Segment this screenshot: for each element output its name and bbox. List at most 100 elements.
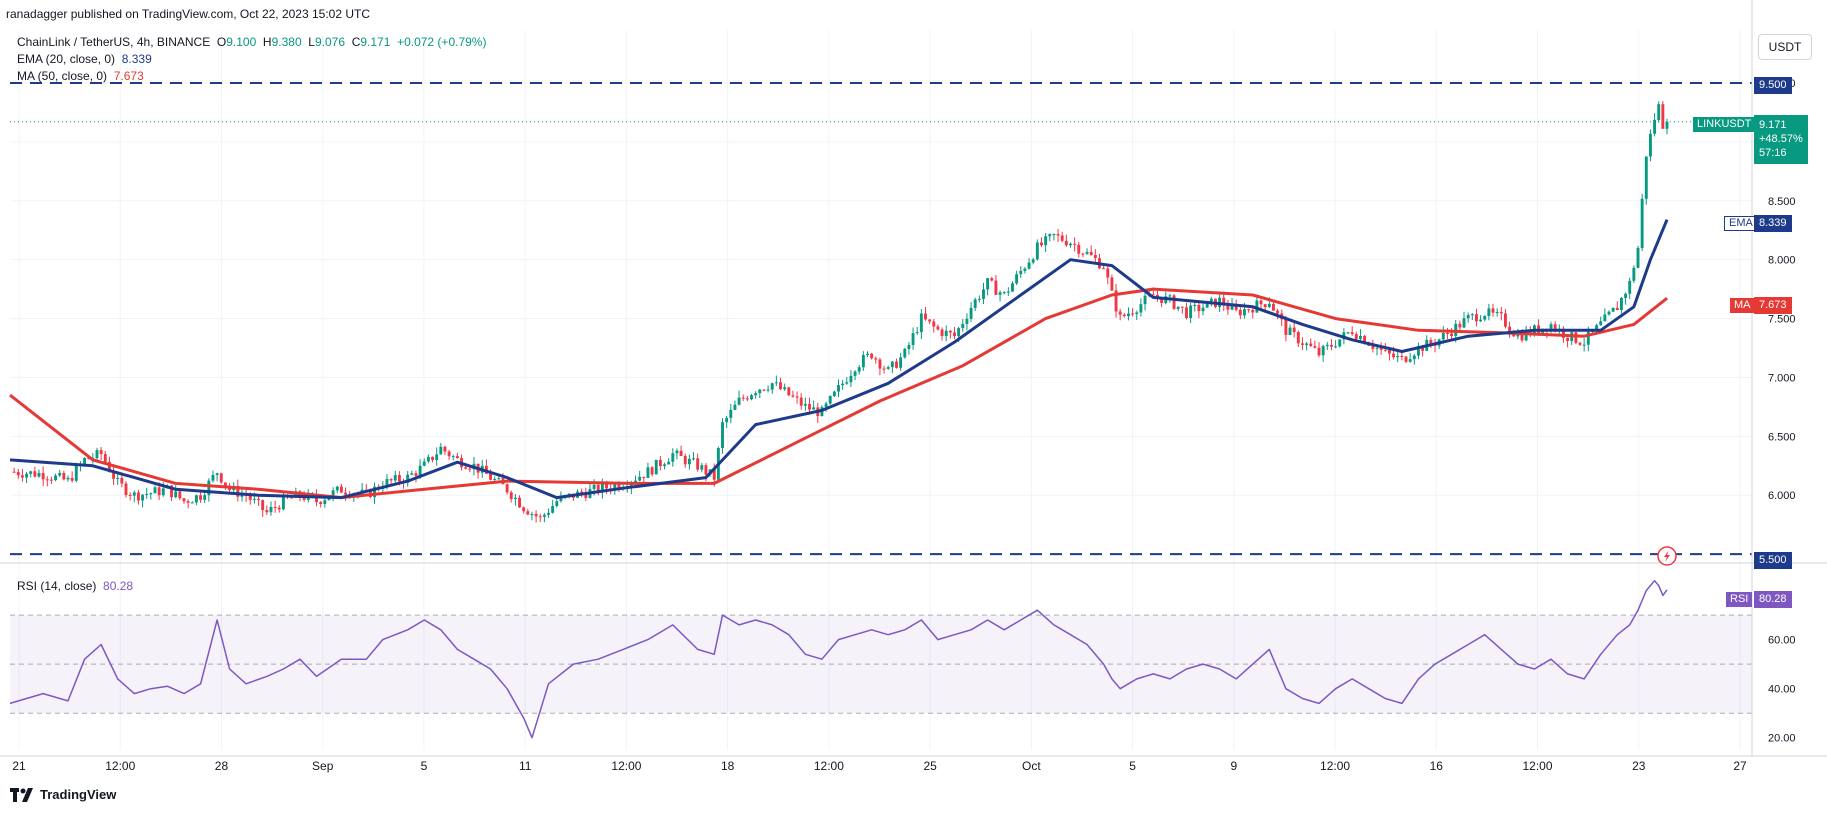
candle[interactable] [207,478,211,502]
candle[interactable] [1640,193,1644,252]
candle[interactable] [745,395,749,402]
candle[interactable] [211,470,215,483]
candle[interactable] [903,347,907,359]
candle[interactable] [41,466,45,487]
candle[interactable] [136,489,140,505]
candle[interactable] [269,501,273,516]
candle[interactable] [1619,296,1623,314]
candle[interactable] [1412,354,1416,365]
candle[interactable] [120,473,124,488]
candle[interactable] [1657,101,1661,123]
candle[interactable] [915,326,919,336]
candle[interactable] [687,454,691,470]
candle[interactable] [1487,303,1491,321]
ema-legend[interactable]: EMA (20, close, 0) 8.339 [17,52,152,66]
candle[interactable] [1503,308,1507,329]
candle[interactable] [277,505,281,513]
candle[interactable] [1085,248,1089,256]
candle[interactable] [725,415,729,428]
candle[interactable] [1470,312,1474,321]
candle[interactable] [530,511,534,521]
candle[interactable] [103,450,107,464]
candle[interactable] [451,454,455,461]
candle[interactable] [141,494,145,508]
candle[interactable] [944,325,948,342]
candle[interactable] [1189,302,1193,324]
candle[interactable] [878,357,882,376]
candle[interactable] [737,390,741,406]
candle[interactable] [215,472,219,482]
candle[interactable] [973,297,977,312]
candle[interactable] [1566,337,1570,348]
candle[interactable] [45,476,49,487]
candle[interactable] [522,506,526,514]
candle[interactable] [895,358,898,369]
candle[interactable] [1321,344,1325,362]
candle[interactable] [551,499,555,514]
candle[interactable] [95,447,99,462]
candle[interactable] [273,500,277,513]
candle[interactable] [928,319,932,324]
candle[interactable] [1301,337,1304,350]
candle[interactable] [658,455,662,471]
candle[interactable] [455,452,459,459]
candle[interactable] [634,475,637,487]
candle[interactable] [638,470,642,482]
candle[interactable] [1313,340,1317,349]
flash-icon[interactable] [1657,546,1677,566]
candle[interactable] [1653,113,1657,137]
candle[interactable] [1330,339,1333,351]
candle[interactable] [1396,351,1400,363]
candle[interactable] [1019,266,1023,279]
candle[interactable] [112,466,116,485]
candle[interactable] [505,483,509,495]
candle[interactable] [1098,253,1101,270]
candle[interactable] [899,352,903,371]
candle[interactable] [857,365,861,375]
candle[interactable] [1599,316,1603,326]
candle[interactable] [1408,352,1412,363]
candle[interactable] [236,479,240,502]
candle[interactable] [476,463,480,479]
candle[interactable] [803,397,807,411]
candle[interactable] [518,495,521,508]
candle[interactable] [509,490,513,503]
candle[interactable] [1176,306,1180,312]
candle[interactable] [1508,321,1512,338]
candle[interactable] [538,513,542,522]
candle[interactable] [1499,306,1503,321]
candle[interactable] [948,329,952,339]
candle[interactable] [1495,308,1499,317]
candle[interactable] [886,365,890,370]
candle[interactable] [1425,335,1429,351]
candle[interactable] [1607,310,1611,316]
candle[interactable] [54,473,58,482]
candle[interactable] [953,326,956,340]
candle[interactable] [1628,277,1632,299]
candle[interactable] [190,501,194,504]
candle[interactable] [153,485,157,494]
candle[interactable] [1064,234,1068,247]
candle[interactable] [588,483,592,499]
candle[interactable] [965,313,969,331]
candle[interactable] [182,497,186,504]
candle[interactable] [994,274,998,295]
candle[interactable] [1031,257,1035,265]
candle[interactable] [1379,342,1383,355]
candle[interactable] [132,490,136,503]
candle[interactable] [542,512,546,523]
candle[interactable] [66,475,70,482]
candle[interactable] [1069,242,1072,248]
candle[interactable] [1089,245,1093,256]
candle[interactable] [261,499,265,517]
candle[interactable] [1309,338,1313,347]
candle[interactable] [861,351,865,371]
candle[interactable] [940,327,944,341]
candle[interactable] [882,365,886,374]
candle[interactable] [1624,292,1628,305]
candle[interactable] [1193,301,1197,312]
candle[interactable] [439,442,443,455]
candle[interactable] [1110,274,1114,292]
candle[interactable] [1143,289,1147,311]
candle[interactable] [1582,338,1586,352]
